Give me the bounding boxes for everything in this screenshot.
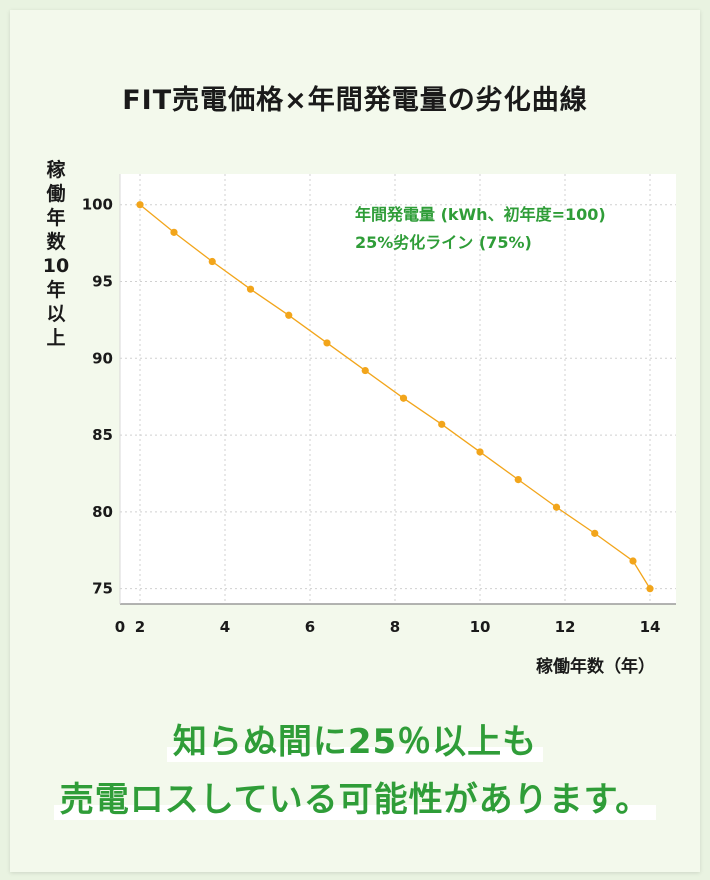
x-tick-label: 12 — [555, 618, 576, 636]
data-point — [323, 339, 331, 347]
x-tick-label: 14 — [640, 618, 661, 636]
y-axis-label-char: 稼 — [46, 159, 66, 181]
x-tick-label: 4 — [220, 618, 230, 636]
message-line-2-text: 売電ロスしている可能性があります。 — [53, 780, 657, 820]
y-tick-label: 80 — [92, 503, 113, 521]
message-line-2: 売電ロスしている可能性があります。 — [0, 772, 710, 821]
line-chart: 0 2 4 6 8 10 12 14 75 80 85 90 95 100 年間発電量 (kWh、初年度=… — [82, 174, 676, 636]
x-tick-label: 10 — [470, 618, 491, 636]
x-tick-label: 8 — [390, 618, 400, 636]
message-line-1: 知らぬ間に25％以上も — [0, 714, 710, 763]
data-point — [136, 201, 144, 209]
y-axis-label-char: 年 — [46, 207, 66, 229]
data-point — [246, 285, 255, 293]
x-tick-label: 6 — [305, 618, 315, 636]
y-axis-label-char: 働 — [46, 183, 66, 205]
message-line-1-text: 知らぬ間に25％以上も — [166, 722, 544, 762]
y-tick-label: 85 — [92, 426, 113, 444]
data-point — [208, 257, 216, 266]
data-points — [136, 201, 654, 593]
y-tick-label: 100 — [82, 196, 113, 214]
data-point — [552, 503, 561, 511]
data-point — [285, 311, 293, 319]
y-tick-label: 75 — [92, 580, 113, 598]
y-tick-label: 95 — [92, 273, 113, 291]
y-axis-label-char: 年 — [46, 279, 66, 301]
data-point — [514, 476, 522, 484]
y-axis-label-char: 以 — [46, 303, 66, 325]
x-tick-label: 2 — [135, 618, 145, 636]
data-point — [591, 529, 599, 537]
tick-labels: 0 2 4 6 8 10 12 14 75 80 85 90 95 100 — [82, 196, 661, 636]
data-point — [629, 557, 637, 565]
data-point — [476, 448, 484, 456]
y-axis-label: 稼 働 年 数 10 年 以 上 — [42, 158, 70, 350]
y-tick-label: 90 — [92, 349, 113, 367]
data-point — [170, 228, 178, 236]
data-point — [361, 366, 369, 375]
grid-lines — [120, 174, 676, 604]
x-tick-label: 0 — [115, 618, 125, 636]
legend: 年間発電量 (kWh、初年度=100) 25%劣化ライン (75%) — [355, 205, 606, 252]
data-point — [646, 585, 654, 593]
data-point — [438, 420, 446, 428]
y-axis-label-char: 数 — [46, 231, 66, 253]
legend-entry-degradation-line: 25%劣化ライン (75%) — [355, 233, 532, 252]
legend-entry-annual-output: 年間発電量 (kWh、初年度=100) — [355, 205, 606, 224]
x-axis-label: 稼働年数（年） — [536, 657, 655, 677]
plot-area — [120, 174, 676, 604]
chart-title: FIT売電価格×年間発電量の劣化曲線 — [122, 85, 588, 116]
data-point — [399, 394, 408, 402]
y-axis-label-char: 10 — [42, 255, 70, 277]
y-axis-label-char: 上 — [46, 327, 66, 349]
